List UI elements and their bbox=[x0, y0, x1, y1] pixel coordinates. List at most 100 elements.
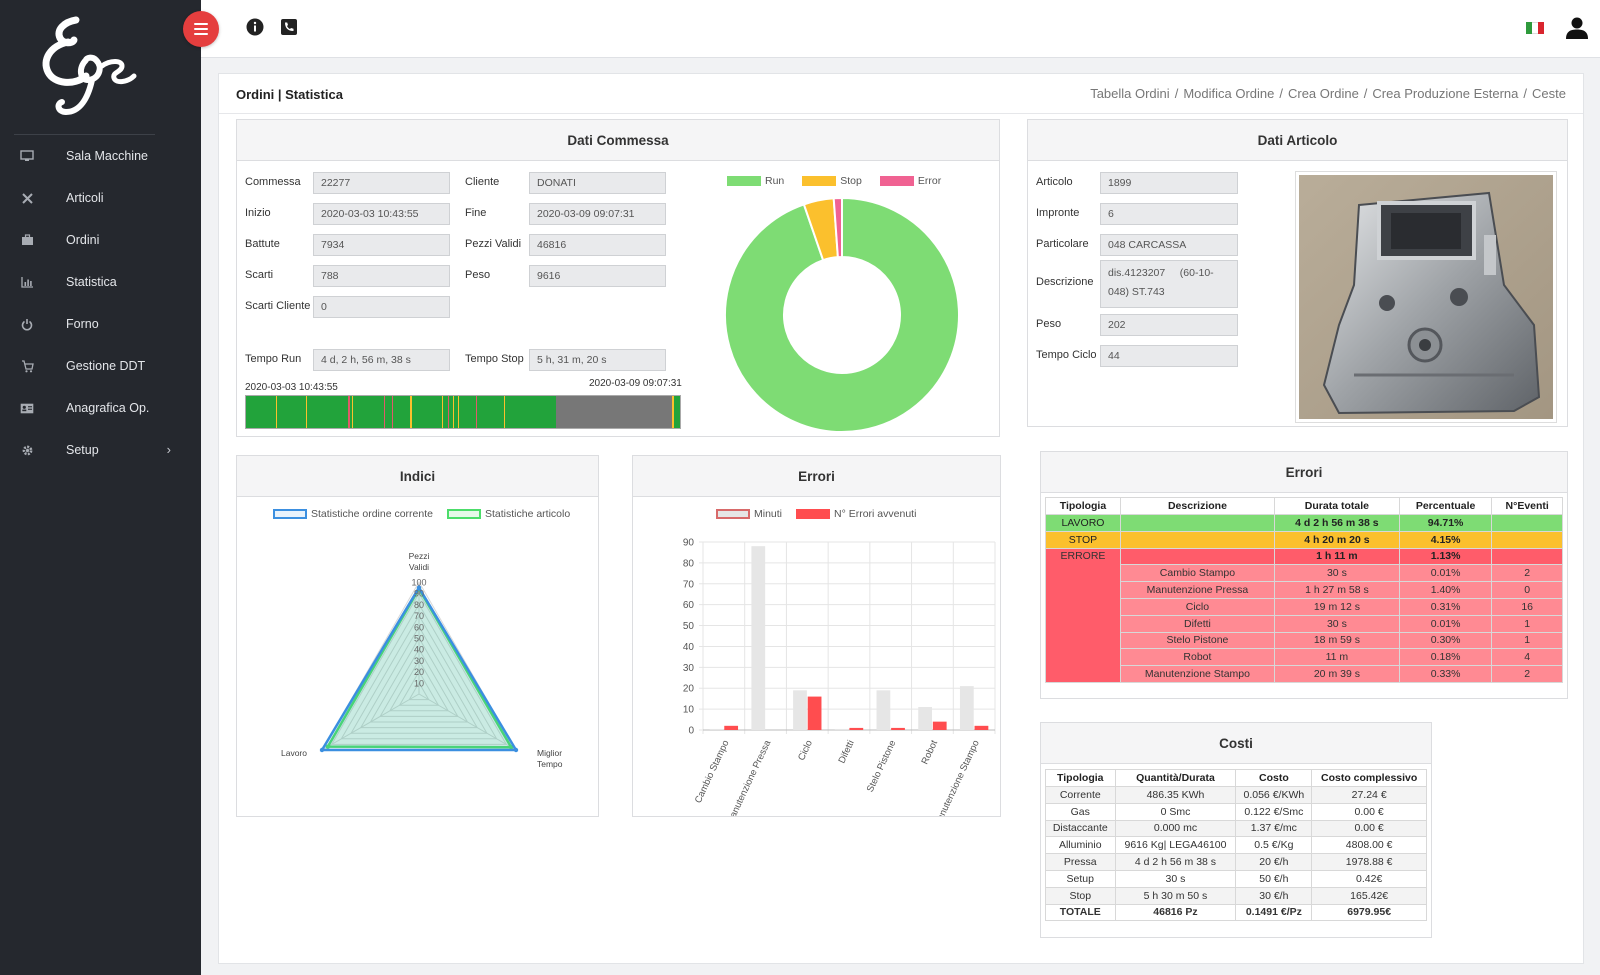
table-cell: Distaccante bbox=[1045, 819, 1116, 838]
fine-field[interactable]: 2020-03-09 09:07:31 bbox=[529, 203, 666, 225]
briefcase-icon bbox=[20, 233, 34, 247]
italian-flag-icon[interactable] bbox=[1526, 22, 1544, 34]
table-row: LAVORO 4 d 2 h 56 m 38 s 94.71% bbox=[1045, 514, 1563, 532]
bar-chart-icon bbox=[20, 275, 34, 289]
table-row: STOP 4 h 20 m 20 s 4.15% bbox=[1045, 530, 1563, 549]
bar-y-tick-label: 80 bbox=[683, 558, 695, 569]
doughnut-slice-run bbox=[724, 196, 960, 433]
timeline-event bbox=[453, 396, 454, 428]
article-photo bbox=[1299, 175, 1553, 419]
table-cell: 1.13% bbox=[1398, 547, 1493, 566]
doughnut-chart bbox=[724, 196, 960, 433]
descrizione-textarea[interactable]: dis.4123207 (60-10-048) ST.743 bbox=[1100, 260, 1238, 308]
table-cell: Stop bbox=[1045, 886, 1116, 905]
breadcrumb-crea-ordine[interactable]: Crea Ordine bbox=[1287, 86, 1359, 101]
timeline-event bbox=[410, 396, 412, 428]
legend-swatch-articolo bbox=[446, 509, 481, 519]
inizio-field[interactable]: 2020-03-03 10:43:55 bbox=[313, 203, 450, 225]
table-cell: 20 €/h bbox=[1235, 853, 1313, 871]
breadcrumb-tabella-ordini[interactable]: Tabella Ordini bbox=[1090, 86, 1170, 101]
table-cell: 0.33% bbox=[1398, 665, 1493, 683]
bar-x-tick-label: Difetti bbox=[836, 739, 856, 766]
hamburger-menu-button[interactable] bbox=[183, 11, 219, 47]
table-cell: Manutenzione Stampo bbox=[1119, 665, 1275, 683]
sidebar-item-articoli[interactable]: Articoli bbox=[0, 177, 201, 219]
scarti-field[interactable]: 788 bbox=[313, 265, 450, 287]
breadcrumb-modifica-ordine[interactable]: Modifica Ordine bbox=[1183, 86, 1275, 101]
tempo-run-field[interactable]: 4 d, 2 h, 56 m, 38 s bbox=[313, 349, 450, 371]
bar-minuti bbox=[959, 686, 974, 730]
page-header: Ordini | Statistica Tabella Ordini / Modi… bbox=[219, 74, 1583, 114]
commessa-field[interactable]: 22277 bbox=[313, 172, 450, 194]
table-cell: 0 Smc bbox=[1114, 802, 1237, 821]
table-cell bbox=[1119, 514, 1275, 532]
radar-gridline bbox=[359, 625, 479, 729]
table-cell: Pressa bbox=[1045, 853, 1116, 871]
table-cell: 0 bbox=[1491, 581, 1563, 599]
radar-tick-label: 30 bbox=[414, 656, 424, 666]
pezzi-validi-field[interactable]: 46816 bbox=[529, 234, 666, 256]
column-header: Percentuale bbox=[1398, 497, 1493, 515]
radar-label-miglior-tempo: Miglior bbox=[537, 748, 562, 758]
articolo-label: Articolo bbox=[1036, 176, 1073, 188]
user-icon[interactable] bbox=[1565, 16, 1589, 40]
table-row: Manutenzione Pressa 1 h 27 m 58 s 1.40% 0 bbox=[1046, 581, 1563, 599]
phone-icon[interactable] bbox=[280, 18, 298, 36]
errori-table-card: Errori Tipologia Descrizione Durata totale… bbox=[1040, 451, 1568, 699]
battute-field[interactable]: 7934 bbox=[313, 234, 450, 256]
scarti-cliente-field[interactable]: 0 bbox=[313, 296, 450, 318]
bar-errori bbox=[724, 725, 739, 730]
bar-errori bbox=[807, 696, 822, 730]
cliente-field[interactable]: DONATI bbox=[529, 172, 666, 194]
sidebar-item-sala-macchine[interactable]: Sala Macchine bbox=[0, 135, 201, 177]
table-cell: 4 d 2 h 56 m 38 s bbox=[1273, 514, 1400, 532]
timeline-event bbox=[306, 396, 307, 428]
tempo-ciclo-field[interactable]: 44 bbox=[1100, 345, 1238, 367]
table-cell bbox=[1491, 530, 1563, 549]
sidebar-item-label: Forno bbox=[66, 317, 99, 331]
bar-x-tick-label: Ciclo bbox=[796, 739, 815, 763]
costi-card: Costi Tipologia Quantità/Durata Costo Costo… bbox=[1040, 722, 1432, 938]
radar-legend: Statistiche ordine corrente Statistiche … bbox=[273, 508, 570, 520]
table-cell: 30 s bbox=[1114, 869, 1237, 888]
table-cell: 1 bbox=[1491, 631, 1563, 650]
sidebar-item-statistica[interactable]: Statistica bbox=[0, 261, 201, 303]
column-header: Durata totale bbox=[1273, 497, 1400, 515]
table-cell: 0.01% bbox=[1398, 564, 1493, 583]
cart-icon bbox=[20, 359, 34, 373]
table-cell: 1 h 11 m bbox=[1273, 547, 1400, 566]
sidebar-item-setup[interactable]: Setup › bbox=[0, 429, 201, 471]
table-cell: 4 bbox=[1491, 648, 1563, 667]
table-cell: 1.37 €/mc bbox=[1235, 819, 1313, 838]
sidebar-item-gestione-ddt[interactable]: Gestione DDT bbox=[0, 345, 201, 387]
breadcrumb-ceste[interactable]: Ceste bbox=[1532, 86, 1566, 101]
articolo-field[interactable]: 1899 bbox=[1100, 172, 1238, 194]
table-cell: 6979.95€ bbox=[1311, 903, 1427, 922]
peso-field[interactable]: 9616 bbox=[529, 265, 666, 287]
bar-minuti bbox=[834, 728, 849, 730]
table-row: Stelo Pistone 18 m 59 s 0.30% 1 bbox=[1046, 631, 1563, 650]
radar-gridline bbox=[340, 603, 498, 740]
topbar bbox=[183, 0, 1600, 58]
sidebar-item-ordini[interactable]: Ordini bbox=[0, 219, 201, 261]
table-cell: TOTALE bbox=[1045, 903, 1116, 922]
table-cell bbox=[1119, 530, 1275, 549]
monitor-icon bbox=[20, 149, 34, 163]
impronte-field[interactable]: 6 bbox=[1100, 203, 1238, 225]
cliente-label: Cliente bbox=[465, 176, 500, 188]
table-cell: 0.18% bbox=[1398, 648, 1493, 667]
sidebar-item-anagrafica[interactable]: Anagrafica Op. bbox=[0, 387, 201, 429]
table-header-row: Tipologia Descrizione Durata totale Percent… bbox=[1045, 497, 1563, 515]
particolare-field[interactable]: 048 CARCASSA bbox=[1100, 234, 1238, 256]
breadcrumb-crea-produzione-esterna[interactable]: Crea Produzione Esterna bbox=[1372, 86, 1519, 101]
radar-gridline bbox=[369, 636, 469, 723]
table-row: Setup 30 s 50 €/h 0.42€ bbox=[1045, 869, 1427, 888]
tempo-stop-field[interactable]: 5 h, 31 m, 20 s bbox=[529, 349, 666, 371]
peso-articolo-field[interactable]: 202 bbox=[1100, 314, 1238, 336]
radar-series-0 bbox=[319, 585, 519, 752]
info-icon[interactable] bbox=[246, 18, 264, 36]
radar-gridline bbox=[408, 681, 430, 701]
sidebar-item-forno[interactable]: Forno bbox=[0, 303, 201, 345]
bar-y-tick-label: 40 bbox=[683, 642, 695, 653]
